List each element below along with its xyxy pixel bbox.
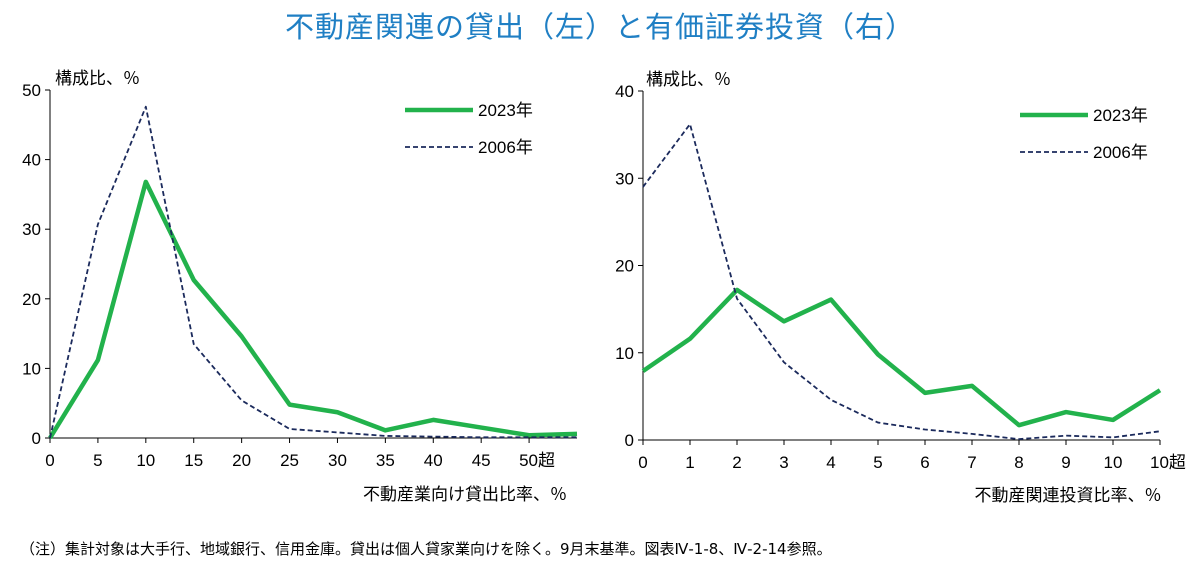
x-tick-label: 35 — [376, 451, 395, 470]
y-tick-label: 40 — [22, 151, 41, 170]
series-line-solid — [641, 287, 1162, 428]
legend-label: 2023年 — [478, 101, 533, 120]
y-tick-label: 0 — [625, 431, 634, 450]
series-line-solid — [48, 179, 578, 440]
x-tick-label: 8 — [1014, 453, 1023, 472]
x-tick-label: 3 — [779, 453, 788, 472]
left-chart: 0 10 20 30 40 50 0 5 10 15 20 25 30 35 40 45 50超 構成比、％ 不動産… — [22, 69, 578, 505]
chart-title: 不動産関連の貸出（左）と有価証券投資（右） — [284, 10, 915, 44]
x-tick-label: 1 — [685, 453, 694, 472]
x-tick-label: 7 — [967, 453, 976, 472]
footnote: （注）集計対象は大手行、地域銀行、信用金庫。貸出は個人貸家業向けを除く。9月末基… — [20, 540, 832, 558]
y-tick-label: 0 — [32, 429, 41, 448]
y-tick-label: 50 — [22, 81, 41, 100]
x-tick-label: 0 — [638, 453, 647, 472]
x-tick-label: 10超 — [1150, 453, 1186, 472]
x-tick-label: 30 — [328, 451, 347, 470]
series-line-dashed — [49, 105, 577, 439]
series-line-dashed — [642, 123, 1161, 441]
legend-label: 2006年 — [1093, 143, 1148, 162]
x-tick-label: 45 — [472, 451, 491, 470]
x-tick-label: 15 — [184, 451, 203, 470]
x-tick-label: 10 — [136, 451, 155, 470]
x-tick-label: 25 — [280, 451, 299, 470]
x-tick-label: 10 — [1104, 453, 1123, 472]
legend-label: 2006年 — [478, 138, 533, 157]
x-tick-label: 2 — [732, 453, 741, 472]
y-tick-label: 20 — [22, 290, 41, 309]
x-tick-label: 50超 — [519, 451, 555, 470]
y-tick-label: 40 — [615, 82, 634, 101]
y-tick-label: 10 — [22, 359, 41, 378]
x-tick-label: 9 — [1061, 453, 1070, 472]
y-axis-label: 構成比、％ — [646, 70, 731, 90]
x-tick-label: 5 — [873, 453, 882, 472]
x-tick-label: 20 — [232, 451, 251, 470]
y-tick-label: 30 — [22, 220, 41, 239]
y-tick-label: 30 — [615, 169, 634, 188]
x-tick-label: 0 — [45, 451, 54, 470]
legend-label: 2023年 — [1093, 106, 1148, 125]
x-tick-label: 40 — [424, 451, 443, 470]
x-axis-label: 不動産関連投資比率、％ — [975, 486, 1162, 506]
x-tick-label: 4 — [826, 453, 835, 472]
right-chart: 0 10 20 30 40 0 1 2 3 4 5 6 7 8 9 10 10超 構成比、％ 不動産関連投資比率、％… — [615, 70, 1186, 506]
x-tick-label: 6 — [920, 453, 929, 472]
y-tick-label: 20 — [615, 257, 634, 276]
x-tick-label: 5 — [93, 451, 102, 470]
y-tick-label: 10 — [615, 344, 634, 363]
x-axis-label: 不動産業向け貸出比率、％ — [363, 485, 567, 505]
y-axis-label: 構成比、％ — [55, 69, 140, 89]
